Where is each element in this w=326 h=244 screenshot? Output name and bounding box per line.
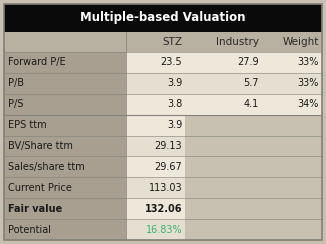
- Bar: [126, 177, 185, 198]
- Bar: [4, 115, 126, 136]
- Text: Potential: Potential: [8, 224, 51, 234]
- Text: Current Price: Current Price: [8, 183, 72, 193]
- Text: STZ: STZ: [162, 37, 182, 47]
- Text: 132.06: 132.06: [145, 204, 182, 214]
- Text: 23.5: 23.5: [161, 57, 182, 67]
- Bar: [4, 156, 126, 177]
- Text: 3.9: 3.9: [167, 120, 182, 130]
- Bar: [126, 219, 185, 240]
- Text: Fair value: Fair value: [8, 204, 62, 214]
- Bar: [126, 73, 322, 94]
- Bar: [4, 32, 322, 52]
- Bar: [126, 52, 322, 73]
- Text: 5.7: 5.7: [243, 78, 259, 88]
- Text: 16.83%: 16.83%: [146, 224, 182, 234]
- Bar: [4, 219, 126, 240]
- Bar: [4, 198, 126, 219]
- Text: P/B: P/B: [8, 78, 24, 88]
- Bar: [4, 94, 126, 115]
- Text: P/S: P/S: [8, 99, 23, 109]
- Bar: [4, 177, 126, 198]
- Text: BV/Share ttm: BV/Share ttm: [8, 141, 73, 151]
- Text: 3.9: 3.9: [167, 78, 182, 88]
- Bar: [4, 52, 126, 73]
- Bar: [126, 198, 185, 219]
- Bar: [4, 4, 322, 32]
- Text: 4.1: 4.1: [243, 99, 259, 109]
- Text: 29.67: 29.67: [155, 162, 182, 172]
- Text: Forward P/E: Forward P/E: [8, 57, 66, 67]
- Text: 33%: 33%: [298, 78, 319, 88]
- Text: 113.03: 113.03: [149, 183, 182, 193]
- Bar: [126, 136, 185, 156]
- Text: Industry: Industry: [215, 37, 259, 47]
- Text: 34%: 34%: [298, 99, 319, 109]
- Bar: [126, 115, 185, 136]
- Text: EPS ttm: EPS ttm: [8, 120, 47, 130]
- Text: Multiple-based Valuation: Multiple-based Valuation: [80, 11, 246, 24]
- Bar: [126, 156, 185, 177]
- Bar: [4, 73, 126, 94]
- Text: 3.8: 3.8: [167, 99, 182, 109]
- Bar: [126, 94, 322, 115]
- Bar: [4, 136, 126, 156]
- Text: 33%: 33%: [298, 57, 319, 67]
- Text: 29.13: 29.13: [155, 141, 182, 151]
- Text: 27.9: 27.9: [237, 57, 259, 67]
- Text: Weight: Weight: [283, 37, 319, 47]
- Text: Sales/share ttm: Sales/share ttm: [8, 162, 85, 172]
